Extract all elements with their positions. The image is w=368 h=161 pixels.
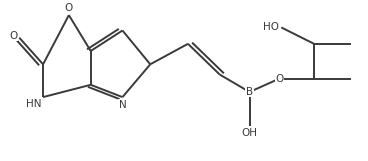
Text: O: O — [9, 31, 17, 41]
Text: HN: HN — [26, 99, 41, 109]
Text: O: O — [65, 3, 73, 13]
Text: O: O — [275, 74, 283, 84]
Text: OH: OH — [241, 128, 258, 138]
Text: N: N — [118, 100, 126, 110]
Text: HO: HO — [263, 22, 279, 32]
Text: B: B — [246, 87, 253, 97]
